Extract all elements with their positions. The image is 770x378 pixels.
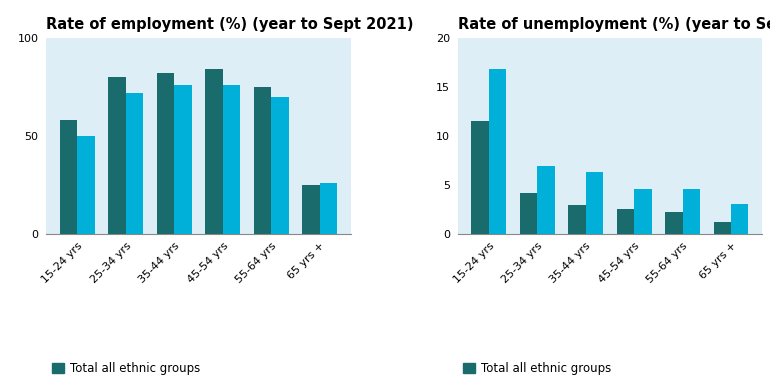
Bar (271, 97, 289, 234)
Bar (157, 73, 174, 234)
Legend: Total all ethnic groups, Māori: Total all ethnic groups, Māori (464, 362, 611, 378)
Bar (60, 120, 78, 234)
Bar (586, 172, 603, 234)
Bar (617, 209, 634, 234)
Text: Rate of employment (%) (year to Sept 2021): Rate of employment (%) (year to Sept 202… (46, 17, 413, 33)
Legend: Total all ethnic groups, Māori: Total all ethnic groups, Māori (52, 362, 200, 378)
Bar (568, 205, 586, 234)
Bar (520, 193, 537, 234)
Bar (714, 222, 731, 234)
Bar (206, 69, 223, 234)
Text: Rate of unemployment (%) (year to Sept 2021): Rate of unemployment (%) (year to Sept 2… (457, 17, 770, 33)
Bar (471, 121, 489, 234)
Bar (682, 189, 700, 234)
Bar (223, 85, 240, 234)
Bar (489, 69, 507, 234)
Bar (109, 77, 126, 234)
Bar (731, 204, 748, 234)
Bar (665, 212, 682, 234)
Bar (174, 85, 192, 234)
Bar (126, 93, 143, 234)
Bar (302, 185, 320, 234)
Bar (537, 166, 554, 234)
Bar (78, 136, 95, 234)
Bar (634, 189, 651, 234)
Bar (320, 183, 337, 234)
Bar (254, 87, 271, 234)
